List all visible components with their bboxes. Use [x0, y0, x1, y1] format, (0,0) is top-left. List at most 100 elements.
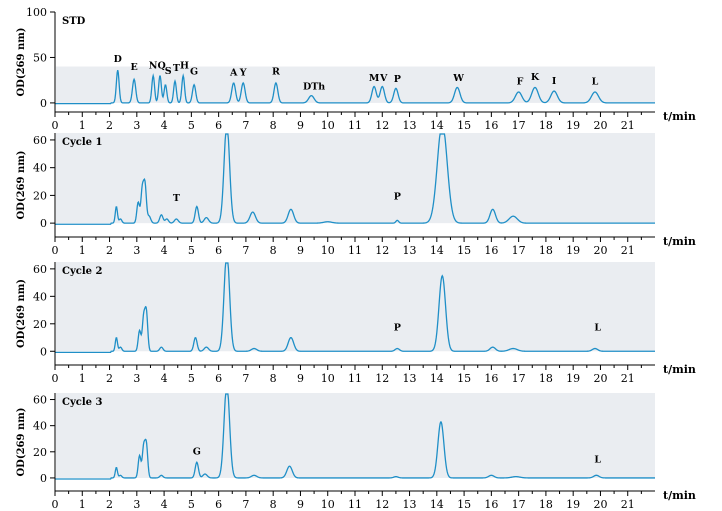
x-tick-label: 2: [106, 372, 113, 385]
x-tick-label: 8: [270, 244, 277, 257]
x-tick-label: 6: [215, 372, 222, 385]
y-tick-label: 0: [40, 217, 47, 230]
peak-label: G: [193, 446, 201, 457]
y-tick-label: 60: [33, 263, 47, 276]
x-tick-label: 12: [375, 498, 389, 511]
x-tick-label: 17: [512, 244, 526, 257]
x-tick-label: 7: [242, 244, 249, 257]
panel-title: STD: [62, 16, 86, 27]
x-tick-label: 12: [375, 372, 389, 385]
x-tick-label: 10: [321, 498, 335, 511]
x-tick-label: 1: [79, 119, 86, 132]
y-tick-label: 100: [26, 6, 47, 19]
x-tick-label: 15: [457, 498, 471, 511]
x-axis-label: t/min: [663, 235, 696, 248]
x-tick-label: 11: [348, 498, 362, 511]
x-tick-label: 18: [539, 119, 553, 132]
x-tick-label: 9: [297, 498, 304, 511]
peak-label: P: [394, 323, 401, 334]
y-axis-label: OD(269 nm): [16, 407, 27, 476]
y-tick-label: 50: [33, 51, 47, 64]
x-tick-label: 7: [242, 372, 249, 385]
x-tick-label: 9: [297, 244, 304, 257]
panel-title: Cycle 3: [62, 397, 103, 408]
x-tick-label: 13: [403, 372, 417, 385]
x-tick-label: 3: [133, 244, 140, 257]
plot-band: [56, 262, 655, 352]
peak-label: R: [272, 67, 280, 78]
x-tick-label: 0: [52, 244, 59, 257]
y-tick-label: 20: [33, 446, 47, 459]
x-tick-label: 17: [512, 119, 526, 132]
y-axis-label: OD(269 nm): [16, 27, 27, 96]
peak-label: K: [531, 72, 540, 83]
x-tick-label: 19: [566, 498, 580, 511]
peak-label: D: [114, 54, 122, 65]
x-tick-label: 21: [621, 244, 635, 257]
x-tick-label: 18: [539, 498, 553, 511]
x-tick-label: 3: [133, 372, 140, 385]
x-tick-label: 14: [430, 244, 444, 257]
peak-label: L: [592, 77, 599, 88]
peak-label: P: [394, 74, 401, 85]
x-axis-label: t/min: [663, 110, 696, 123]
data-trace: [55, 393, 655, 480]
x-tick-label: 12: [375, 244, 389, 257]
x-tick-label: 6: [215, 244, 222, 257]
peak-label: I: [552, 76, 557, 87]
x-tick-label: 8: [270, 119, 277, 132]
x-tick-label: 18: [539, 372, 553, 385]
x-tick-label: 10: [321, 372, 335, 385]
x-tick-label: 0: [52, 372, 59, 385]
x-tick-label: 20: [593, 372, 607, 385]
data-trace: [55, 70, 655, 105]
x-tick-label: 21: [621, 498, 635, 511]
y-tick-label: 40: [33, 420, 47, 433]
peak-label: T: [173, 63, 180, 74]
x-tick-label: 21: [621, 119, 635, 132]
x-tick-label: 10: [321, 244, 335, 257]
x-tick-label: 5: [188, 498, 195, 511]
y-tick-label: 20: [33, 318, 47, 331]
x-tick-label: 6: [215, 498, 222, 511]
x-tick-label: 7: [242, 498, 249, 511]
x-tick-label: 5: [188, 372, 195, 385]
x-tick-label: 19: [566, 119, 580, 132]
peak-label: V: [379, 73, 388, 84]
x-tick-label: 14: [430, 372, 444, 385]
x-tick-label: 6: [215, 119, 222, 132]
x-tick-label: 18: [539, 244, 553, 257]
x-tick-label: 1: [79, 498, 86, 511]
x-tick-label: 11: [348, 119, 362, 132]
x-tick-label: 20: [593, 498, 607, 511]
x-tick-label: 16: [484, 372, 498, 385]
peak-label: Y: [239, 68, 247, 79]
x-tick-label: 13: [403, 244, 417, 257]
y-tick-label: 0: [40, 345, 47, 358]
x-tick-label: 16: [484, 244, 498, 257]
x-tick-label: 19: [566, 244, 580, 257]
x-tick-label: 21: [621, 372, 635, 385]
x-tick-label: 3: [133, 498, 140, 511]
peak-label: L: [594, 454, 601, 465]
peak-label: T: [173, 193, 180, 204]
x-tick-label: 3: [133, 119, 140, 132]
y-tick-label: 0: [40, 97, 47, 110]
peak-label: H: [180, 60, 189, 71]
x-tick-label: 17: [512, 498, 526, 511]
peak-label: NQ: [149, 60, 166, 71]
x-tick-label: 14: [430, 119, 444, 132]
peak-label: P: [394, 192, 401, 203]
plot-band: [56, 133, 655, 224]
x-tick-label: 2: [106, 119, 113, 132]
x-tick-label: 4: [161, 498, 168, 511]
peak-label: S: [165, 66, 172, 77]
x-tick-label: 9: [297, 119, 304, 132]
peak-label: F: [517, 77, 524, 88]
x-tick-label: 1: [79, 372, 86, 385]
y-tick-label: 40: [33, 162, 47, 175]
y-axis-label: OD(269 nm): [16, 150, 27, 219]
